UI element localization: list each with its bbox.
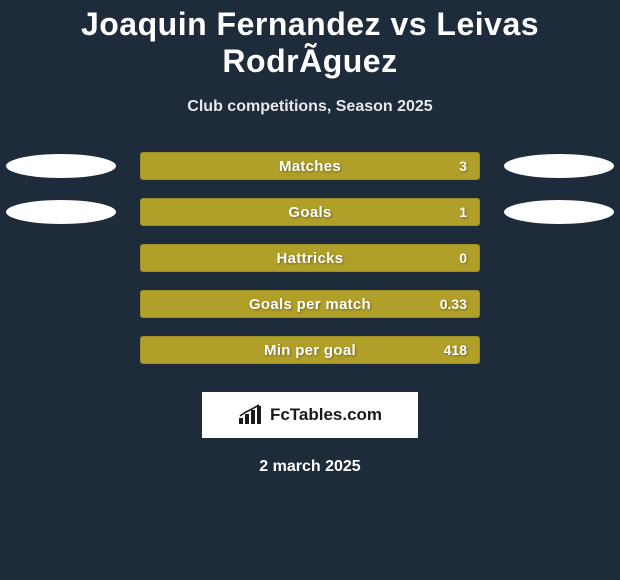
ellipse-spacer xyxy=(6,292,116,316)
stat-value: 418 xyxy=(444,342,467,358)
ellipse-spacer xyxy=(6,246,116,270)
stat-value: 0.33 xyxy=(440,296,467,312)
stat-label: Goals per match xyxy=(249,296,371,313)
logo-box: FcTables.com xyxy=(202,392,418,438)
stat-bar: Goals 1 xyxy=(140,198,480,226)
stat-row: Hattricks 0 xyxy=(0,244,620,272)
stat-label: Min per goal xyxy=(264,342,356,359)
stat-row: Matches 3 xyxy=(0,152,620,180)
stat-value: 1 xyxy=(459,204,467,220)
player-right-ellipse xyxy=(504,200,614,224)
stats-rows: Matches 3 Goals 1 Hattricks 0 Goals per match 0… xyxy=(0,152,620,364)
stat-bar: Min per goal 418 xyxy=(140,336,480,364)
player-left-ellipse xyxy=(6,154,116,178)
bar-chart-icon xyxy=(238,404,264,426)
stat-bar: Matches 3 xyxy=(140,152,480,180)
stat-value: 0 xyxy=(459,250,467,266)
stat-row: Goals per match 0.33 xyxy=(0,290,620,318)
ellipse-spacer xyxy=(504,338,614,362)
stat-label: Matches xyxy=(279,158,341,175)
player-right-ellipse xyxy=(504,154,614,178)
stat-bar: Hattricks 0 xyxy=(140,244,480,272)
player-left-ellipse xyxy=(6,200,116,224)
stat-row: Goals 1 xyxy=(0,198,620,226)
ellipse-spacer xyxy=(504,292,614,316)
stat-label: Goals xyxy=(288,204,331,221)
comparison-infographic: Joaquin Fernandez vs Leivas RodrÃguez Cl… xyxy=(0,0,620,580)
stat-row: Min per goal 418 xyxy=(0,336,620,364)
ellipse-spacer xyxy=(504,246,614,270)
subtitle: Club competitions, Season 2025 xyxy=(0,98,620,116)
stat-value: 3 xyxy=(459,158,467,174)
ellipse-spacer xyxy=(6,338,116,362)
stat-bar: Goals per match 0.33 xyxy=(140,290,480,318)
page-title: Joaquin Fernandez vs Leivas RodrÃguez xyxy=(0,6,620,80)
stat-label: Hattricks xyxy=(277,250,344,267)
date-label: 2 march 2025 xyxy=(0,458,620,476)
logo-text: FcTables.com xyxy=(270,405,382,425)
